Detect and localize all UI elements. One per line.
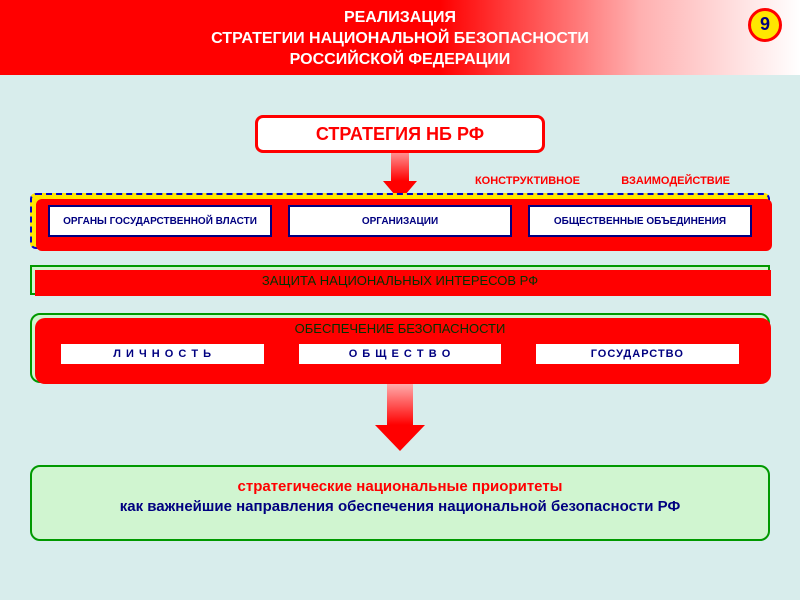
annotation-constructive: КОНСТРУКТИВНОЕ <box>475 175 580 187</box>
security-row: Л И Ч Н О С Т Ь О Б Щ Е С Т В О ГОСУДАРС… <box>32 342 768 366</box>
actors-container: ОРГАНЫ ГОСУДАРСТВЕННОЙ ВЛАСТИ ОРГАНИЗАЦИ… <box>30 193 770 249</box>
header-line-3: РОССИЙСКОЙ ФЕДЕРАЦИИ <box>0 50 800 71</box>
diagram-content: СТРАТЕГИЯ НБ РФ КОНСТРУКТИВНОЕ ВЗАИМОДЕЙ… <box>0 75 800 600</box>
priorities-line-1: стратегические национальные приоритеты <box>52 477 748 497</box>
header-line-1: РЕАЛИЗАЦИЯ <box>0 8 800 29</box>
security-title: ОБЕСПЕЧЕНИЕ БЕЗОПАСНОСТИ <box>32 321 768 336</box>
security-box: ОБЕСПЕЧЕНИЕ БЕЗОПАСНОСТИ Л И Ч Н О С Т Ь… <box>30 313 770 383</box>
strategy-title-box: СТРАТЕГИЯ НБ РФ <box>255 115 545 153</box>
strategy-label: СТРАТЕГИЯ НБ РФ <box>316 124 484 145</box>
slide-header: РЕАЛИЗАЦИЯ СТРАТЕГИИ НАЦИОНАЛЬНОЙ БЕЗОПА… <box>0 0 800 75</box>
header-line-2: СТРАТЕГИИ НАЦИОНАЛЬНОЙ БЕЗОПАСНОСТИ <box>0 29 800 50</box>
actor-box-org: ОРГАНИЗАЦИИ <box>288 205 511 237</box>
actor-box-gov: ОРГАНЫ ГОСУДАРСТВЕННОЙ ВЛАСТИ <box>48 205 271 237</box>
security-item-state: ГОСУДАРСТВО <box>534 342 740 366</box>
security-item-society: О Б Щ Е С Т В О <box>297 342 503 366</box>
priorities-box: стратегические национальные приоритеты к… <box>30 465 770 541</box>
priorities-line-2: как важнейшие направления обеспечения на… <box>52 497 748 517</box>
protection-label: ЗАЩИТА НАЦИОНАЛЬНЫХ ИНТЕРЕСОВ РФ <box>262 273 538 288</box>
slide-number: 9 <box>760 13 770 36</box>
slide-number-badge: 9 <box>748 8 782 42</box>
actor-box-public: ОБЩЕСТВЕННЫЕ ОБЪЕДИНЕНИЯ <box>528 205 751 237</box>
security-item-person: Л И Ч Н О С Т Ь <box>59 342 265 366</box>
annotation-interaction: ВЗАИМОДЕЙСТВИЕ <box>621 175 730 187</box>
arrow-down-large-icon <box>375 383 425 451</box>
protection-box: ЗАЩИТА НАЦИОНАЛЬНЫХ ИНТЕРЕСОВ РФ <box>30 265 770 295</box>
